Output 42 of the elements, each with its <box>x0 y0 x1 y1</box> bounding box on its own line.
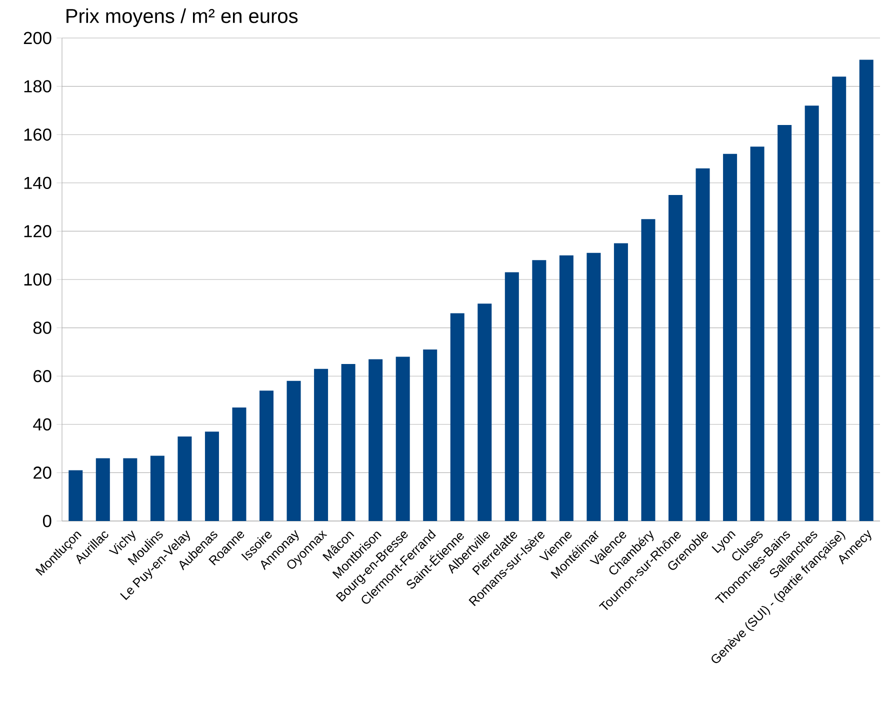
bar <box>641 219 656 521</box>
bar <box>123 458 138 521</box>
y-tick-label: 200 <box>24 32 52 44</box>
bar <box>178 436 192 521</box>
bar <box>396 356 410 521</box>
bar <box>286 380 301 521</box>
bar <box>150 456 164 521</box>
bar <box>96 458 110 521</box>
bar <box>614 243 628 521</box>
bar <box>504 272 519 521</box>
bar <box>586 252 601 521</box>
bar <box>341 364 356 521</box>
y-tick-label: 140 <box>24 176 52 190</box>
bar <box>204 432 219 521</box>
bar <box>68 470 83 521</box>
bar <box>750 146 764 521</box>
bar <box>368 359 383 521</box>
bar <box>559 255 574 521</box>
y-tick-label: 160 <box>24 128 52 141</box>
bar <box>723 154 738 521</box>
y-tick-label: 20 <box>34 466 52 479</box>
y-tick-label: 80 <box>33 322 52 334</box>
y-tick-label: 180 <box>24 80 52 92</box>
bar <box>532 260 546 521</box>
bar <box>260 390 274 521</box>
bar <box>478 304 492 521</box>
chart-title: Prix moyens / m² en euros <box>66 8 298 28</box>
y-tick-label: 0 <box>42 514 52 528</box>
bar <box>804 106 819 521</box>
y-tick-label: 60 <box>34 370 52 382</box>
bar <box>314 368 328 521</box>
y-tick-label: 120 <box>24 225 52 238</box>
bar <box>668 194 683 521</box>
bar <box>832 76 846 521</box>
bar <box>859 60 874 521</box>
bar <box>778 124 792 521</box>
bar <box>423 350 438 521</box>
bar <box>232 407 246 521</box>
y-tick-label: 100 <box>24 273 52 286</box>
bar <box>696 168 710 521</box>
bar <box>450 313 464 521</box>
y-tick-label: 40 <box>33 418 52 431</box>
